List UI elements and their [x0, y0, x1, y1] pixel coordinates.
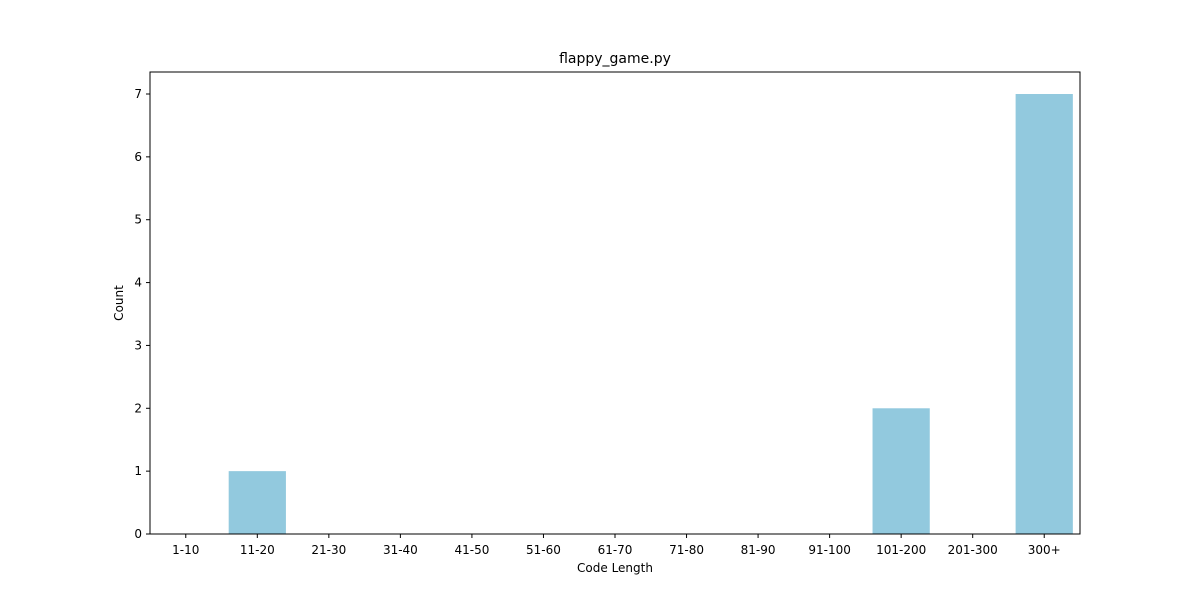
- x-axis-ticks: 1-10 11-20 21-30 31-40 41-50 51-60 61-70 71-80 8…: [172, 534, 1061, 557]
- x-tick-label: 201-300: [948, 543, 998, 557]
- y-tick-label: 7: [134, 87, 142, 101]
- y-tick-label: 3: [134, 338, 142, 352]
- x-tick-label: 11-20: [240, 543, 275, 557]
- bar-101-200: [872, 408, 930, 534]
- x-tick-label: 300+: [1028, 543, 1061, 557]
- x-tick-label: 31-40: [383, 543, 418, 557]
- x-tick-label: 61-70: [598, 543, 633, 557]
- y-tick-label: 0: [134, 527, 142, 541]
- x-tick-label: 51-60: [526, 543, 561, 557]
- x-tick-label: 81-90: [741, 543, 776, 557]
- y-tick-label: 2: [134, 401, 142, 415]
- x-tick-label: 101-200: [876, 543, 926, 557]
- bar-11-20: [228, 471, 286, 534]
- x-axis-label: Code Length: [577, 561, 653, 575]
- x-tick-label: 71-80: [669, 543, 704, 557]
- x-tick-label: 91-100: [808, 543, 851, 557]
- x-tick-label: 1-10: [172, 543, 199, 557]
- y-axis-label: Count: [112, 285, 126, 321]
- y-tick-label: 5: [134, 213, 142, 227]
- plot-frame: [149, 71, 1081, 535]
- chart-title: flappy_game.py: [559, 51, 671, 67]
- x-tick-label: 21-30: [311, 543, 346, 557]
- bars-group: [228, 94, 1073, 534]
- y-tick-label: 4: [134, 276, 142, 290]
- bar-300+: [1015, 94, 1073, 534]
- y-tick-label: 1: [134, 464, 142, 478]
- x-tick-label: 41-50: [454, 543, 489, 557]
- y-tick-label: 6: [134, 150, 142, 164]
- y-axis-ticks: 0 1 2 3 4 5 6 7: [134, 87, 150, 541]
